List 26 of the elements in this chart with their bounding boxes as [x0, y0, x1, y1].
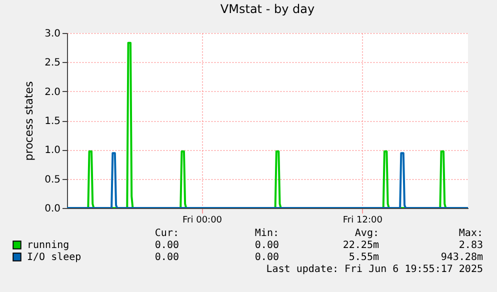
x-tick-label: Fri 12:00: [342, 216, 383, 226]
text: Last update: Fri Jun 6 19:55:17 2025: [266, 264, 483, 275]
text: Min:: [254, 228, 279, 239]
text: 0.00: [254, 252, 279, 263]
x-tick-label: Fri 00:00: [182, 216, 222, 226]
text: Max:: [458, 228, 483, 239]
text: 0.00: [154, 252, 179, 263]
y-tick-label: 2.0: [44, 86, 60, 98]
legend-label: I/O sleep: [27, 252, 82, 263]
y-tick-label: 1.5: [44, 116, 60, 127]
y-tick-label: 0.0: [44, 204, 60, 214]
y-tick-label: 2.5: [44, 58, 60, 69]
chart-title: VMstat - by day: [220, 2, 315, 16]
text: Avg:: [354, 228, 379, 239]
text: 22.25m: [342, 240, 379, 251]
legend-label: running: [27, 240, 70, 251]
text: Cur:: [154, 228, 179, 239]
text: 5.55m: [348, 252, 379, 263]
text: 943.28m: [440, 252, 483, 263]
y-axis-title: process states: [22, 81, 36, 161]
y-tick-label: 0.5: [44, 174, 60, 186]
text: 0.00: [154, 240, 179, 251]
text: 0.00: [254, 240, 279, 251]
text: 2.83: [458, 240, 483, 251]
y-tick-label: 1.0: [44, 145, 60, 156]
y-tick-label: 3.0: [44, 28, 60, 40]
